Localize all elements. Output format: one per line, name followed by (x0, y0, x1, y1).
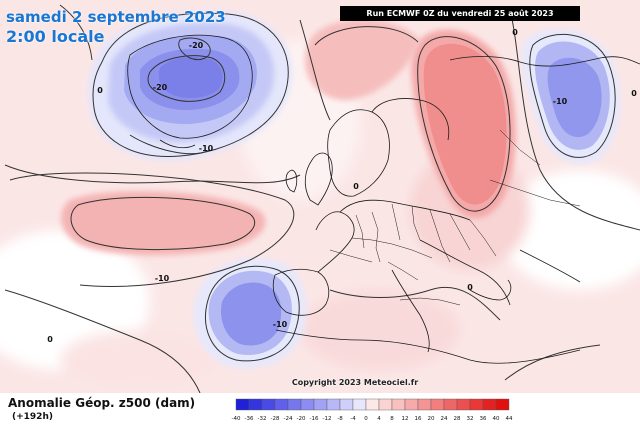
legend-tick-label: -16 (310, 416, 319, 422)
legend-tick-label: -20 (297, 416, 306, 422)
contour-label: 0 (467, 283, 473, 292)
contour-label: -20 (153, 83, 168, 92)
contour-labels: -20 -20 -10 0 -10 -10 0 0 0 -10 0 0 (47, 28, 637, 344)
legend-tick-label: -40 (232, 416, 241, 422)
contour-label: 0 (353, 182, 359, 191)
legend-swatch (391, 398, 406, 411)
legend-tick-label: -4 (350, 416, 356, 422)
country-borders (329, 129, 581, 306)
legend-tick-label: 16 (415, 416, 422, 422)
legend-swatch (417, 398, 432, 411)
legend-swatch (274, 398, 289, 411)
legend-swatch (482, 398, 497, 411)
legend-tick-label: -36 (245, 416, 254, 422)
north-ridge (305, 19, 420, 101)
legend-tick-label: 28 (454, 416, 461, 422)
legend-tick-label: 8 (390, 416, 394, 422)
legend-swatch (469, 398, 484, 411)
legend-swatch (300, 398, 315, 411)
legend-tick-label: -32 (258, 416, 267, 422)
legend-swatch (378, 398, 393, 411)
zero-contours (4, 4, 640, 393)
legend-tick-label: -28 (271, 416, 280, 422)
contour-label: 0 (631, 89, 637, 98)
legend-tick-label: 44 (506, 416, 513, 422)
valid-time: 2:00 locale (6, 27, 105, 46)
contour-label: -10 (199, 144, 214, 153)
legend-swatch (326, 398, 341, 411)
ural-low (521, 29, 621, 164)
legend-tick-label: 12 (402, 416, 409, 422)
iberia-low (193, 257, 307, 369)
lead-time: (+192h) (12, 412, 53, 422)
legend-swatch (339, 398, 354, 411)
legend-swatch (456, 398, 471, 411)
legend-swatch (235, 398, 250, 411)
copyright-notice: Copyright 2023 Meteociel.fr (291, 378, 419, 387)
legend-swatch (404, 398, 419, 411)
legend-swatch (352, 398, 367, 411)
legend-tick-label: -8 (337, 416, 343, 422)
legend-tick-label: 0 (364, 416, 368, 422)
legend-swatch (261, 398, 276, 411)
contour-label: -20 (189, 41, 204, 50)
greenland-low (87, 11, 293, 161)
legend-tick-label: -12 (323, 416, 332, 422)
legend-tick-label: -24 (284, 416, 293, 422)
atlantic-ridge (9, 172, 295, 287)
legend-tick-label: 20 (428, 416, 435, 422)
legend-tick-label: 4 (377, 416, 381, 422)
legend-swatch (248, 398, 263, 411)
coastlines (127, 34, 640, 364)
contour-label: -10 (155, 274, 170, 283)
legend-swatch (365, 398, 380, 411)
map-title: Anomalie Géop. z500 (dam) (8, 396, 196, 410)
legend-tick-label: 40 (493, 416, 500, 422)
color-legend: -40 -36 -32 -28 -24 -20 -16 -12 -8 -4 0 4 8 12 16 20 24 2… (232, 398, 513, 422)
contour-label: 0 (97, 86, 103, 95)
contour-label: -10 (553, 97, 568, 106)
legend-tick-label: 36 (480, 416, 487, 422)
legend-tick-label: 24 (441, 416, 448, 422)
contour-label: 0 (512, 28, 518, 37)
run-info-banner: Run ECMWF 0Z du vendredi 25 août 2023 (340, 6, 580, 21)
z500-anomaly-map: -20 -20 -10 0 -10 -10 0 0 0 -10 0 0 (0, 0, 640, 393)
legend-swatch (313, 398, 328, 411)
contour-label: 0 (47, 335, 53, 344)
contour-label: -10 (273, 320, 288, 329)
legend-swatch (287, 398, 302, 411)
legend-tick-label: 32 (467, 416, 474, 422)
legend-swatch (443, 398, 458, 411)
legend-swatch (495, 398, 510, 411)
russian-ridge (411, 29, 516, 219)
legend-swatch (430, 398, 445, 411)
valid-date: samedi 2 septembre 2023 (6, 8, 226, 26)
